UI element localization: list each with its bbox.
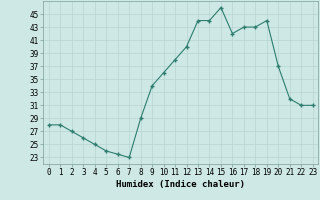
X-axis label: Humidex (Indice chaleur): Humidex (Indice chaleur) xyxy=(116,180,245,189)
